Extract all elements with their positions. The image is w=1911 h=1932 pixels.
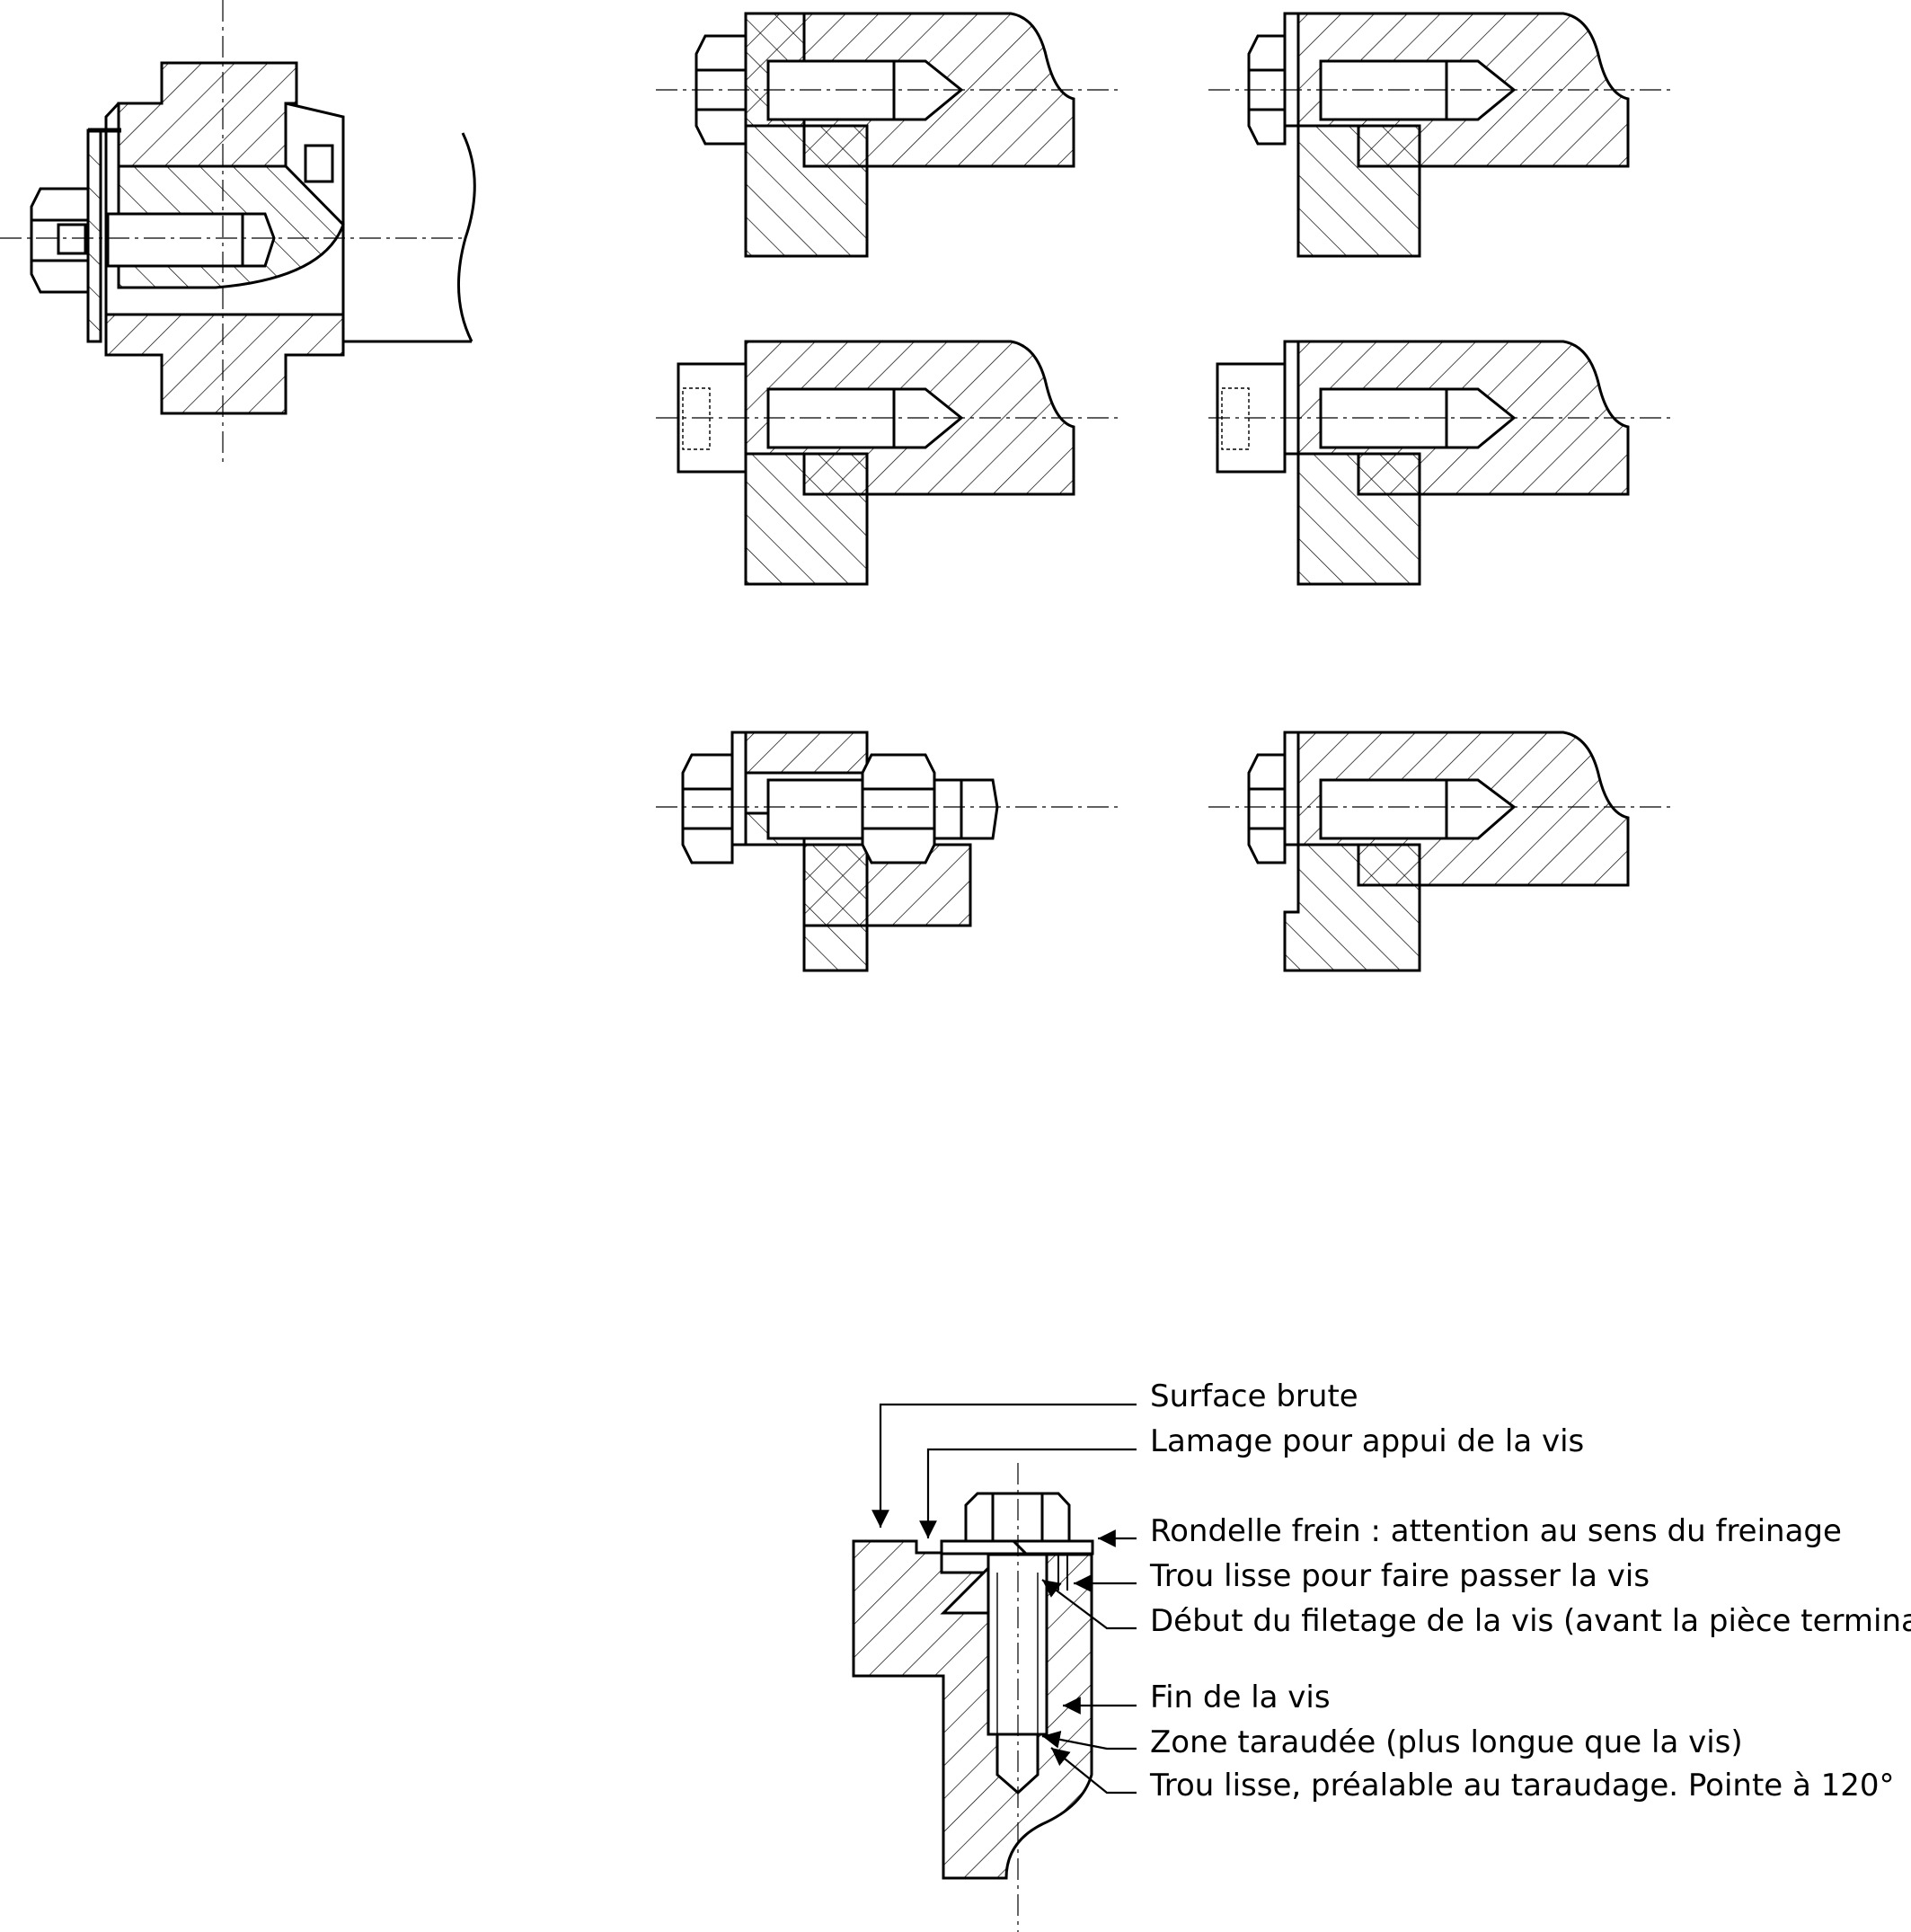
annotation-leaders [871,1403,1137,1795]
hub-assembly [0,0,476,463]
hub-pin [304,144,334,183]
annotated-detail [852,1463,1094,1932]
label-trou-lisse-passage: Trou lisse pour faire passer la vis [1149,1558,1650,1594]
label-rondelle: Rondelle frein : attention au sens du fr… [1150,1513,1842,1549]
hub-upper-section [117,61,298,168]
hub-outline [104,102,345,355]
label-surface-brute: Surface brute [1150,1378,1358,1414]
label-zone-taraudee: Zone taraudée (plus longue que la vis) [1150,1724,1743,1760]
label-trou-lisse-prealable: Trou lisse, préalable au taraudage. Poin… [1149,1768,1895,1803]
joint-hex-bolt-washer [1208,12,1673,258]
lock-plate [86,129,102,343]
label-lamage: Lamage pour appui de la vis [1150,1423,1584,1459]
joint-hex-bolt-1 [656,12,1121,258]
joint-socket-screw [656,340,1121,586]
label-fin-vis: Fin de la vis [1150,1679,1331,1715]
label-debut-filetage: Début du filetage de la vis (avant la pi… [1150,1603,1911,1639]
hub-lower-section [104,313,345,415]
annotation-labels: Surface brute Lamage pour appui de la vi… [1149,1378,1911,1803]
joint-socket-screw-washer [1208,340,1673,586]
joint-bolt-nut [656,731,1121,972]
joint-hex-bolt-washer-2 [1208,731,1673,972]
shaft-break [457,132,476,342]
